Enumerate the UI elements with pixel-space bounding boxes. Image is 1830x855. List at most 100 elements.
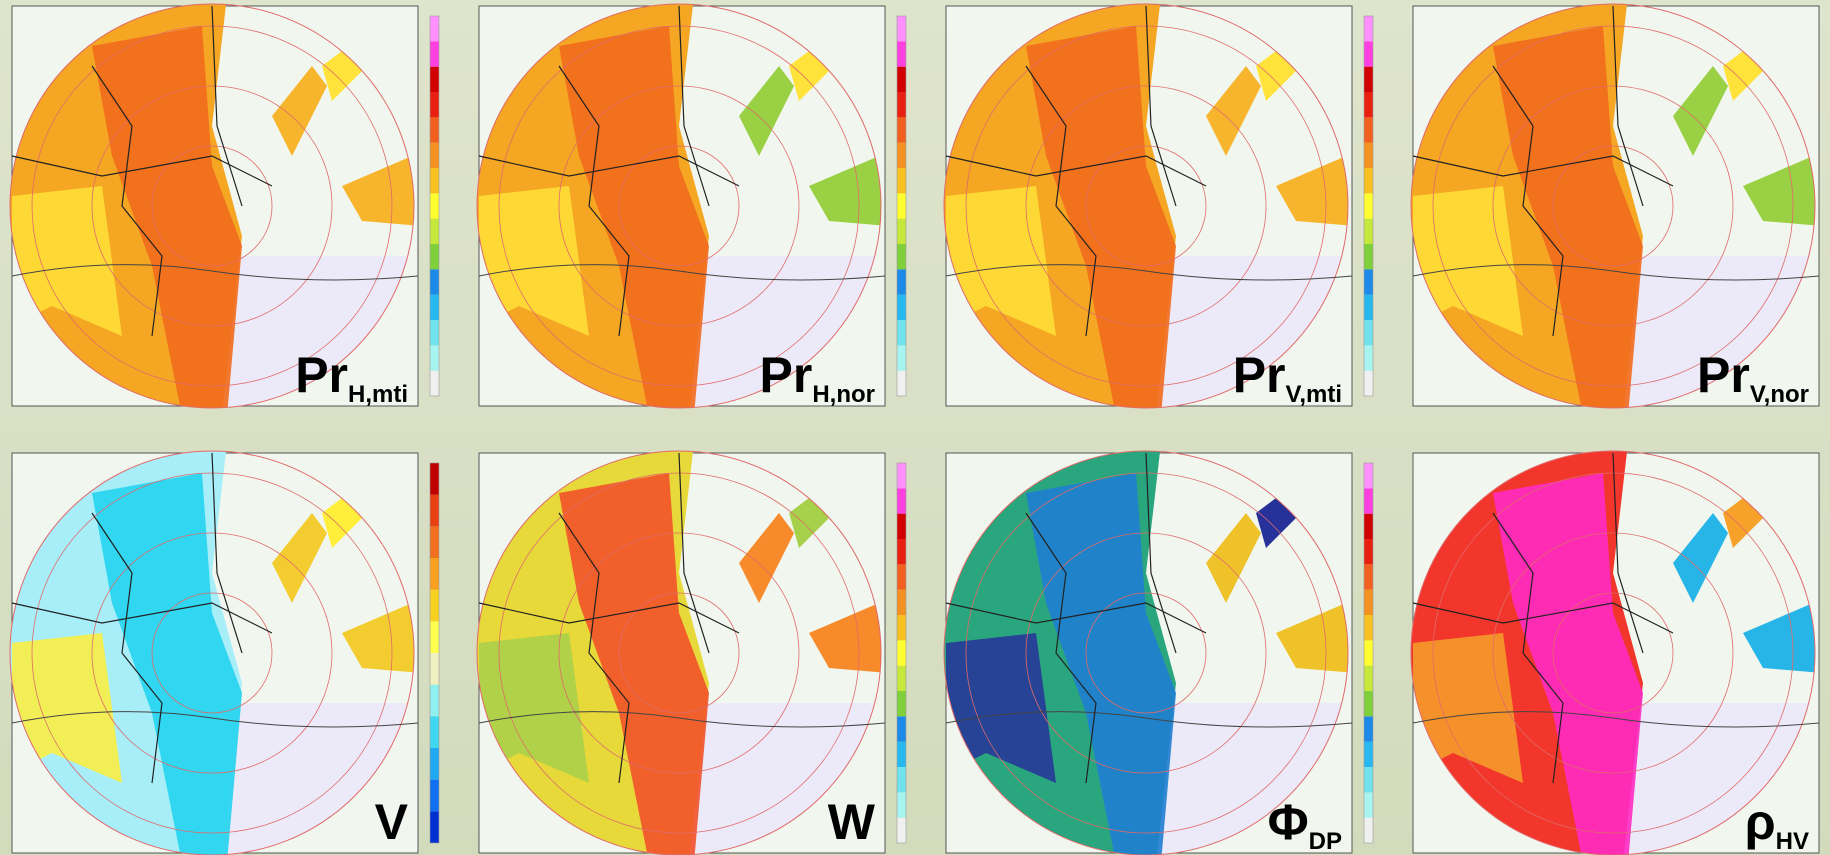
colorbar-segment bbox=[1364, 691, 1373, 716]
colorbar-segment bbox=[1364, 463, 1373, 488]
colorbar-segment bbox=[1364, 295, 1373, 320]
colorbar-segment bbox=[430, 143, 439, 168]
colorbar-segment bbox=[430, 621, 439, 653]
colorbar-segment bbox=[430, 269, 439, 294]
colorbar-segment bbox=[897, 295, 906, 320]
panel-label-main: V bbox=[375, 794, 409, 850]
page: PrH,mtiPrH,norPrV,mtiPrV,norVWΦDPρHV (()… bbox=[0, 0, 1830, 855]
radar-panel: PrH,nor bbox=[469, 0, 906, 416]
panel-label-main: Pr bbox=[760, 347, 813, 403]
colorbar-segment bbox=[897, 615, 906, 640]
colorbar-segment bbox=[1364, 320, 1373, 345]
colorbar-segment bbox=[430, 345, 439, 370]
colorbar-segment bbox=[897, 488, 906, 513]
colorbar-segment bbox=[897, 792, 906, 817]
colorbar-segment bbox=[1364, 219, 1373, 244]
radar-panel: ΦDP bbox=[936, 443, 1373, 855]
panel-label-sub: H,nor bbox=[812, 381, 875, 408]
colorbar-segment bbox=[430, 320, 439, 345]
colorbar-segment bbox=[430, 168, 439, 193]
radar-panel: PrV,mti bbox=[936, 0, 1373, 416]
colorbar-segment bbox=[897, 143, 906, 168]
colorbar-segment bbox=[897, 168, 906, 193]
colorbar-segment bbox=[430, 16, 439, 41]
colorbar-segment bbox=[1364, 143, 1373, 168]
colorbar-segment bbox=[430, 558, 439, 590]
colorbar-segment bbox=[897, 67, 906, 92]
colorbar-segment bbox=[897, 564, 906, 589]
colorbar-segment bbox=[897, 666, 906, 691]
panel-label-sub: V,mti bbox=[1286, 381, 1342, 408]
colorbar-segment bbox=[1364, 792, 1373, 817]
colorbar-segment bbox=[1364, 615, 1373, 640]
colorbar-segment bbox=[1364, 514, 1373, 539]
panel-label-sub: H,mti bbox=[348, 381, 408, 408]
panel-label-main: Pr bbox=[1697, 347, 1750, 403]
colorbar-segment bbox=[1364, 92, 1373, 117]
colorbar-segment bbox=[897, 269, 906, 294]
colorbar-segment bbox=[897, 590, 906, 615]
colorbar-segment bbox=[897, 716, 906, 741]
colorbar-segment bbox=[897, 463, 906, 488]
colorbar-segment bbox=[430, 685, 439, 717]
colorbar-segment bbox=[897, 539, 906, 564]
radar-panel: PrH,mti bbox=[2, 0, 439, 416]
colorbar-segment bbox=[1364, 818, 1373, 843]
colorbar-segment bbox=[1364, 640, 1373, 665]
colorbar-segment bbox=[430, 92, 439, 117]
radar-panel: W bbox=[469, 443, 906, 855]
colorbar-segment bbox=[897, 92, 906, 117]
colorbar-segment bbox=[430, 463, 439, 495]
colorbar-segment bbox=[1364, 716, 1373, 741]
colorbar-segment bbox=[897, 219, 906, 244]
panel-label-sub: DP bbox=[1309, 828, 1342, 855]
colorbar-segment bbox=[430, 653, 439, 685]
colorbar-segment bbox=[1364, 16, 1373, 41]
colorbar-segment bbox=[1364, 590, 1373, 615]
colorbar-segment bbox=[897, 640, 906, 665]
colorbar-segment bbox=[897, 244, 906, 269]
colorbar-segment bbox=[897, 742, 906, 767]
colorbar-segment bbox=[1364, 41, 1373, 66]
colorbar-segment bbox=[1364, 539, 1373, 564]
panel-label-main: Pr bbox=[295, 347, 348, 403]
colorbar-segment bbox=[897, 41, 906, 66]
colorbar-segment bbox=[430, 295, 439, 320]
colorbar-segment bbox=[430, 811, 439, 843]
colorbar-segment bbox=[1364, 168, 1373, 193]
radar-panel: ρHV bbox=[1403, 443, 1830, 855]
colorbar-segment bbox=[430, 495, 439, 527]
colorbar-segment bbox=[897, 818, 906, 843]
colorbar-segment bbox=[430, 219, 439, 244]
panel-label-sub: V,nor bbox=[1750, 381, 1809, 408]
radar-panel: PrV,nor bbox=[1403, 0, 1830, 416]
colorbar-segment bbox=[897, 691, 906, 716]
colorbar-segment bbox=[430, 780, 439, 812]
panel-label: W bbox=[828, 794, 876, 850]
colorbar-segment bbox=[430, 67, 439, 92]
panel-label-main: ρ bbox=[1745, 794, 1776, 850]
colorbar-segment bbox=[1364, 564, 1373, 589]
panel-label-main: Pr bbox=[1233, 347, 1286, 403]
colorbar-segment bbox=[1364, 345, 1373, 370]
colorbar-segment bbox=[1364, 193, 1373, 218]
colorbar-segment bbox=[1364, 742, 1373, 767]
colorbar-segment bbox=[897, 16, 906, 41]
colorbar-segment bbox=[430, 244, 439, 269]
colorbar-segment bbox=[897, 193, 906, 218]
colorbar-segment bbox=[897, 345, 906, 370]
colorbar-segment bbox=[897, 767, 906, 792]
colorbar-segment bbox=[1364, 244, 1373, 269]
colorbar-segment bbox=[430, 590, 439, 622]
figure: PrH,mtiPrH,norPrV,mtiPrV,norVWΦDPρHV bbox=[0, 0, 1830, 855]
colorbar-segment bbox=[1364, 371, 1373, 396]
panel-label-main: W bbox=[828, 794, 876, 850]
colorbar-segment bbox=[430, 193, 439, 218]
panel-label-main: Φ bbox=[1268, 794, 1309, 850]
colorbar-segment bbox=[897, 514, 906, 539]
colorbar-segment bbox=[897, 320, 906, 345]
colorbar-segment bbox=[430, 117, 439, 142]
radar-panel: V bbox=[2, 443, 439, 855]
colorbar-segment bbox=[1364, 767, 1373, 792]
colorbar-segment bbox=[1364, 269, 1373, 294]
